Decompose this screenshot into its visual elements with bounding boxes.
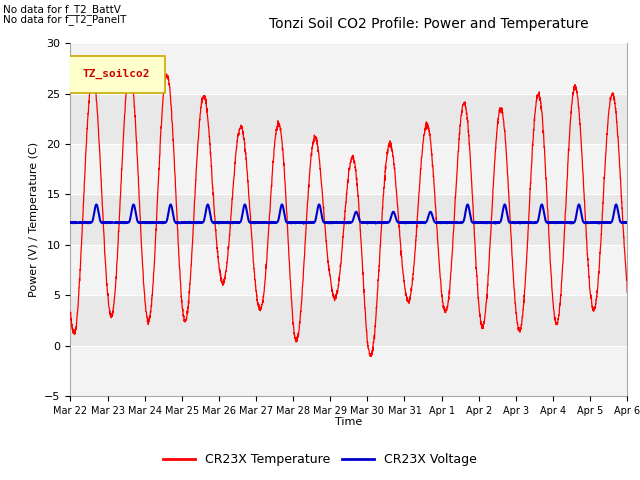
Bar <box>70 245 627 295</box>
Y-axis label: Power (V) / Temperature (C): Power (V) / Temperature (C) <box>29 142 39 297</box>
Text: No data for f_T2_BattV: No data for f_T2_BattV <box>3 4 121 15</box>
Bar <box>70 346 627 396</box>
Legend: CR23X Temperature, CR23X Voltage: CR23X Temperature, CR23X Voltage <box>159 448 481 471</box>
Bar <box>70 43 627 94</box>
Text: No data for f_T2_PanelT: No data for f_T2_PanelT <box>3 13 127 24</box>
Text: Tonzi Soil CO2 Profile: Power and Temperature: Tonzi Soil CO2 Profile: Power and Temper… <box>269 17 588 31</box>
X-axis label: Time: Time <box>335 417 362 427</box>
Text: TZ_soilco2: TZ_soilco2 <box>83 69 150 79</box>
Bar <box>70 144 627 194</box>
FancyBboxPatch shape <box>68 56 165 93</box>
